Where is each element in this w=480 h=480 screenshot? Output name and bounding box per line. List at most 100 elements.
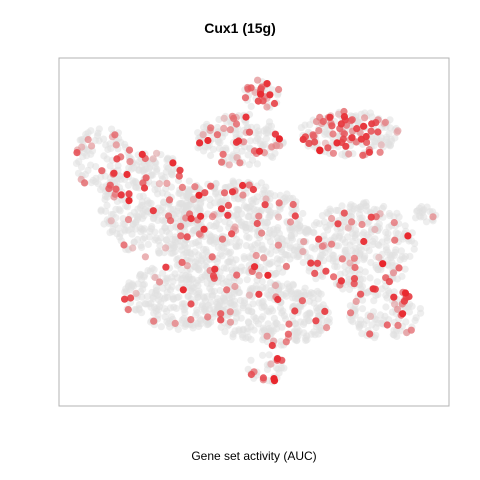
cell-point xyxy=(243,233,251,241)
cell-point xyxy=(166,217,175,225)
cell-point xyxy=(274,241,282,249)
cell-point xyxy=(370,297,378,305)
cell-point xyxy=(394,305,402,313)
cell-point xyxy=(405,308,413,316)
cell-point xyxy=(145,300,153,308)
cell-point xyxy=(349,318,357,326)
cell-point xyxy=(347,201,355,209)
chart-title: Cux1 (15g) xyxy=(204,20,276,36)
cell-point xyxy=(264,271,272,279)
cell-point xyxy=(251,129,259,137)
cell-point xyxy=(181,242,189,250)
cell-point xyxy=(311,269,319,277)
cell-point xyxy=(139,285,147,293)
cell-point xyxy=(235,216,243,224)
cell-point xyxy=(156,241,164,250)
cell-point xyxy=(177,222,185,230)
cell-point xyxy=(151,236,159,244)
cell-point xyxy=(153,167,161,175)
cell-point xyxy=(162,263,170,271)
cell-point xyxy=(308,243,316,251)
cell-point xyxy=(193,309,201,317)
cell-point xyxy=(209,272,218,280)
cell-point xyxy=(341,262,349,271)
cell-point xyxy=(121,295,129,303)
cell-point xyxy=(399,310,407,318)
cell-point xyxy=(195,287,203,295)
cell-point xyxy=(216,286,224,295)
cell-point xyxy=(77,163,86,171)
cell-point xyxy=(157,206,165,214)
cell-point xyxy=(150,309,158,317)
cell-point xyxy=(358,214,366,222)
cell-point xyxy=(271,281,280,290)
cell-point xyxy=(391,236,399,244)
cell-point xyxy=(223,286,231,294)
cell-point xyxy=(224,211,232,219)
cell-point xyxy=(241,223,250,231)
cell-point xyxy=(383,321,391,329)
cell-point xyxy=(161,279,169,287)
cell-point xyxy=(240,299,248,307)
cell-point xyxy=(358,220,366,229)
cell-point xyxy=(245,291,254,299)
cell-point xyxy=(141,253,149,261)
cell-point xyxy=(207,151,215,160)
cell-point xyxy=(352,244,360,252)
cell-point xyxy=(338,150,346,159)
cell-point xyxy=(207,124,215,132)
cell-point xyxy=(357,290,365,298)
cell-point xyxy=(366,274,374,282)
cell-point xyxy=(389,269,398,277)
cell-point xyxy=(404,232,412,240)
cell-point xyxy=(350,254,358,262)
cell-point xyxy=(147,170,155,179)
cell-point xyxy=(244,213,252,221)
cell-point xyxy=(225,258,233,266)
cell-point xyxy=(255,212,263,220)
cell-point xyxy=(345,285,354,294)
cell-point xyxy=(142,174,150,182)
cell-point xyxy=(232,120,241,128)
cell-point xyxy=(356,316,365,324)
cell-point xyxy=(302,334,310,342)
cell-point xyxy=(260,254,268,262)
cell-point xyxy=(125,146,134,154)
cell-point xyxy=(192,239,200,247)
cell-point xyxy=(389,330,397,339)
cell-point xyxy=(410,245,418,253)
cell-point xyxy=(117,191,125,199)
cell-point xyxy=(149,215,157,223)
cell-point xyxy=(179,286,187,294)
cell-point xyxy=(268,243,276,251)
cell-point xyxy=(382,228,390,236)
cell-point xyxy=(173,207,181,215)
cell-point xyxy=(107,144,115,153)
cell-point xyxy=(225,291,233,299)
cell-point xyxy=(140,184,149,192)
cell-point xyxy=(253,123,261,131)
cell-point xyxy=(303,227,311,235)
cell-point xyxy=(247,336,255,344)
cell-point xyxy=(163,179,171,187)
cell-point xyxy=(386,141,394,149)
cell-point xyxy=(390,219,398,227)
cell-point xyxy=(360,237,368,246)
cell-point xyxy=(324,144,332,152)
cell-point xyxy=(246,137,254,145)
cell-point xyxy=(252,137,260,145)
cell-point xyxy=(139,208,148,216)
cell-point xyxy=(213,300,221,308)
cell-point xyxy=(390,288,398,296)
cell-point xyxy=(284,330,292,338)
cell-point xyxy=(289,200,297,209)
cell-point xyxy=(250,147,258,155)
cell-point xyxy=(250,205,258,213)
cell-point xyxy=(328,251,336,259)
cell-point xyxy=(235,137,243,145)
cell-point xyxy=(316,146,324,154)
cell-point xyxy=(340,113,348,121)
cell-point xyxy=(217,310,225,318)
cell-point xyxy=(124,181,132,189)
cell-point xyxy=(299,320,308,328)
